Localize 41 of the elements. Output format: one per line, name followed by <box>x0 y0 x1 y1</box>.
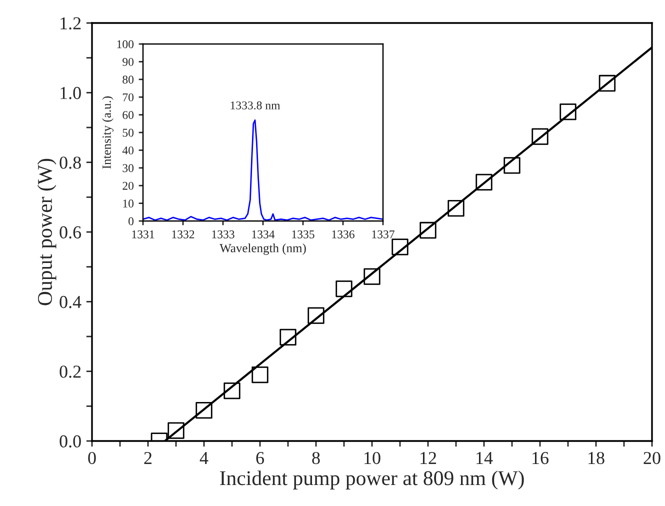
y-tick-label: 30 <box>122 164 134 172</box>
x-tick-label: 1332 <box>172 230 194 238</box>
x-tick-label: 1331 <box>132 230 154 238</box>
y-tick-label: 0.6 <box>60 226 82 239</box>
y-tick-label: 0 <box>128 217 134 226</box>
y-tick-label: 0.8 <box>60 156 81 169</box>
x-axis-title: Incident pump power at 809 nm (W) <box>220 470 524 490</box>
x-tick-label: 6 <box>256 452 264 464</box>
y-tick-label: 100 <box>117 40 134 48</box>
x-tick-label: 10 <box>364 452 380 464</box>
y-tick-label: 80 <box>122 76 134 84</box>
x-tick-label: 1335 <box>292 230 314 238</box>
y-axis-title: Intensity (a.u.) <box>102 96 114 169</box>
y-tick-label: 10 <box>123 200 134 208</box>
y-tick-label: 1.2 <box>60 17 81 30</box>
x-tick-label: 14 <box>476 452 493 464</box>
x-tick-label: 1333 <box>212 230 234 238</box>
x-tick-label: 20 <box>644 452 660 464</box>
y-tick-label: 40 <box>122 146 134 154</box>
x-axis-title: Wavelength (nm) <box>220 244 306 255</box>
y-tick-label: 90 <box>122 58 134 66</box>
annotation: 1333.8 nm <box>230 101 280 110</box>
y-tick-label: 70 <box>122 93 134 102</box>
x-tick-label: 16 <box>532 452 548 464</box>
y-tick-label: 50 <box>122 128 134 137</box>
y-tick-label: 0.2 <box>60 366 81 378</box>
y-tick-label: 20 <box>122 182 134 190</box>
x-tick-label: 0 <box>88 452 96 464</box>
x-tick-label: 18 <box>588 452 604 464</box>
x-tick-label: 8 <box>312 452 320 464</box>
x-tick-label: 12 <box>420 452 436 464</box>
x-tick-label: 1334 <box>252 230 275 238</box>
y-axis-title: Ouput power (W) <box>37 158 56 306</box>
y-tick-label: 60 <box>122 111 134 120</box>
x-tick-label: 2 <box>144 452 152 464</box>
x-tick-label: 1336 <box>332 230 354 238</box>
y-tick-label: 0.0 <box>60 435 81 448</box>
y-tick-label: 0.4 <box>60 296 82 308</box>
x-tick-label: 1337 <box>372 230 394 238</box>
x-tick-label: 4 <box>200 452 208 464</box>
y-tick-label: 1.0 <box>60 86 81 100</box>
